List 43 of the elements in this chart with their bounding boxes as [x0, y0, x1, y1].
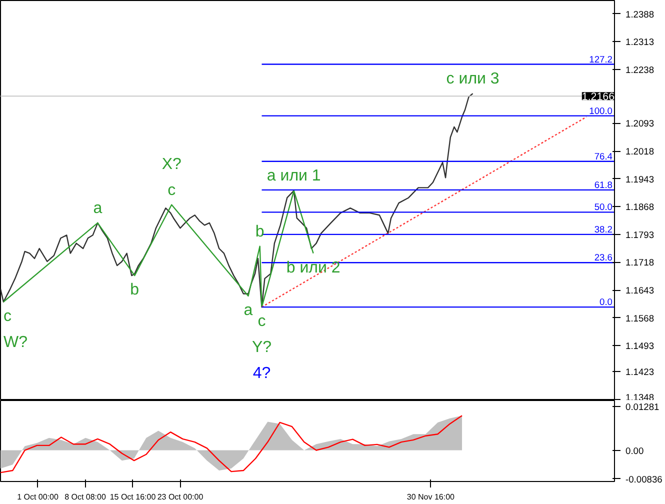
- y-tick-label: -0.00836: [626, 474, 662, 484]
- y-tick-label: 1.2018: [626, 146, 654, 157]
- series-label: 127.2: [589, 54, 612, 64]
- y-tick-label: 0.00: [626, 446, 644, 456]
- annotation: b: [255, 223, 264, 240]
- y-tick-label: 1.1643: [626, 286, 654, 296]
- annotation: X?: [162, 156, 182, 173]
- y-tick-label: 1.2313: [626, 37, 654, 48]
- x-tick-label: 23 Oct 00:00: [157, 492, 204, 502]
- series-label: 61.8: [594, 180, 612, 190]
- x-tick-label: 30 Nov 16:00: [406, 492, 456, 502]
- x-tick-label: 8 Oct 08:00: [64, 492, 106, 502]
- series-label: 0.0: [600, 297, 612, 308]
- y-tick-label: 1.1423: [626, 367, 654, 378]
- annotation: c: [168, 182, 176, 199]
- series-label: 50.0: [594, 202, 612, 212]
- series-label: 38.2: [594, 224, 612, 234]
- annotation: a: [93, 200, 102, 217]
- y-tick-label: 1.1868: [626, 202, 654, 212]
- y-tick-label: 1.1568: [626, 313, 654, 324]
- y-tick-label: 1.1943: [626, 174, 654, 184]
- annotation: W?: [3, 334, 28, 351]
- y-tick-label: 1.1493: [626, 341, 654, 352]
- annotation: b: [130, 282, 140, 299]
- series-label: 100.0: [589, 106, 612, 116]
- y-tick-label: 0.01281: [626, 402, 660, 412]
- annotation: c или 3: [446, 70, 500, 88]
- y-tick-label: 1.2093: [626, 118, 654, 129]
- annotation: b или 2: [286, 259, 340, 276]
- y-tick-label: 1.1718: [626, 258, 654, 268]
- y-tick-label: 1.2388: [626, 9, 654, 20]
- annotation: 4?: [252, 365, 271, 382]
- series-label: 76.4: [594, 151, 612, 162]
- annotation: a или 1: [266, 168, 321, 185]
- series-label: 23.6: [594, 252, 612, 263]
- y-tick-label: 1.2238: [626, 64, 654, 75]
- annotation: Y?: [252, 339, 272, 356]
- y-tick-label: 1.1793: [626, 230, 654, 240]
- x-tick-label: 15 Oct 16:00: [110, 492, 156, 502]
- annotation: c: [258, 313, 266, 330]
- x-tick-label: 1 Oct 00:00: [17, 492, 59, 502]
- annotation: a: [244, 302, 253, 319]
- annotation: c: [3, 308, 12, 325]
